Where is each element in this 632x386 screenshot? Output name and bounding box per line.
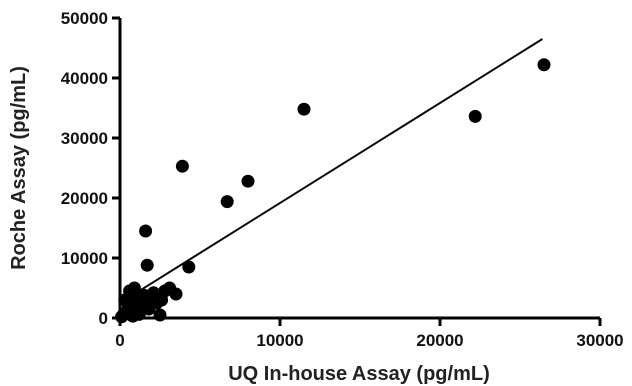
data-point: [537, 58, 551, 72]
x-tick-label: 10000: [256, 331, 303, 350]
data-point: [169, 287, 183, 301]
data-point: [139, 224, 153, 238]
y-tick-label: 0: [99, 309, 108, 328]
x-tick-label: 30000: [576, 331, 623, 350]
tick-labels: 0 10000 20000 30000 0 10000 20000 30000 40000 500…: [61, 9, 624, 350]
x-tick-label: 20000: [416, 331, 463, 350]
data-point: [297, 102, 311, 116]
data-point: [140, 258, 154, 272]
y-tick-label: 30000: [61, 129, 108, 148]
data-point: [175, 159, 189, 173]
data-point: [182, 260, 196, 274]
y-axis-label: Roche Assay (pg/mL): [8, 66, 30, 270]
fit-line-group: [119, 38, 543, 304]
data-points: [115, 58, 551, 324]
y-tick-label: 10000: [61, 249, 108, 268]
data-point: [468, 109, 482, 123]
x-axis-label: UQ In-house Assay (pg/mL): [228, 363, 490, 385]
data-point: [153, 308, 167, 322]
x-tick-label: 0: [115, 331, 124, 350]
regression-line: [119, 38, 543, 304]
y-tick-label: 50000: [61, 9, 108, 28]
data-point: [220, 195, 234, 209]
y-tick-label: 20000: [61, 189, 108, 208]
y-tick-label: 40000: [61, 69, 108, 88]
axes: [118, 18, 600, 320]
data-point: [241, 174, 255, 188]
